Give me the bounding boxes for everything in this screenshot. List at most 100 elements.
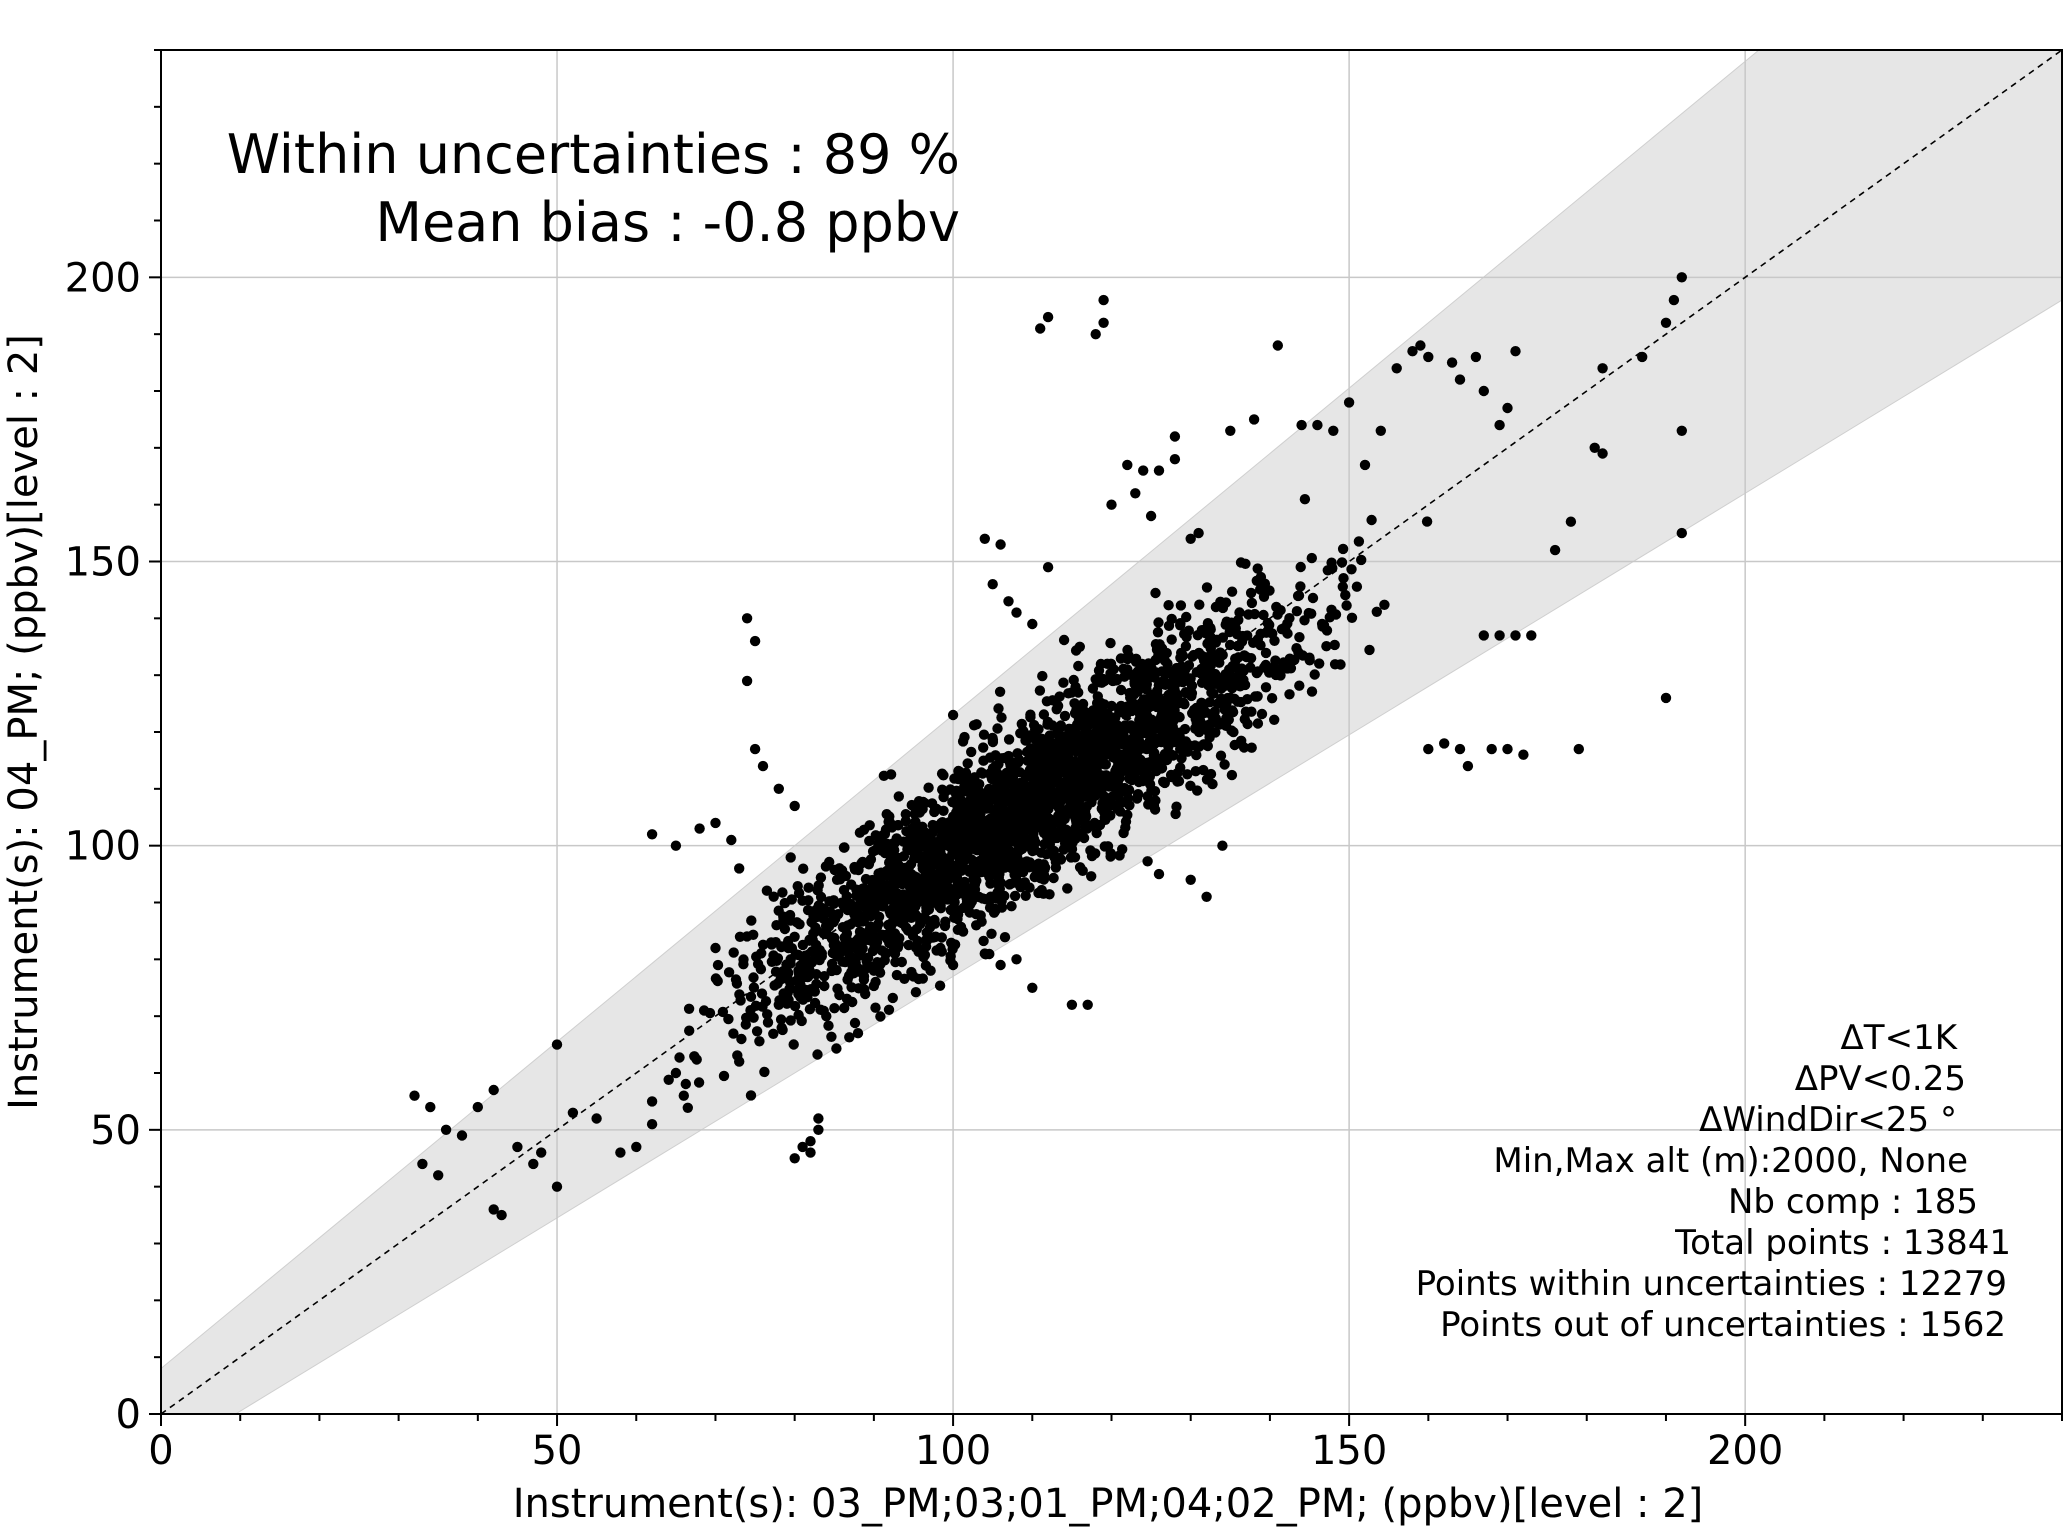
point bbox=[854, 943, 865, 954]
point bbox=[1259, 662, 1270, 673]
point bbox=[910, 987, 922, 998]
point bbox=[984, 902, 996, 913]
point bbox=[1201, 582, 1213, 593]
point bbox=[710, 973, 722, 984]
point bbox=[996, 902, 1008, 913]
point bbox=[1217, 602, 1229, 614]
point-outlier bbox=[409, 1090, 420, 1101]
point-outlier bbox=[916, 840, 927, 851]
point bbox=[1069, 804, 1081, 816]
point bbox=[1353, 536, 1365, 547]
point bbox=[949, 939, 961, 950]
point bbox=[1219, 759, 1230, 770]
point bbox=[1181, 631, 1192, 643]
point bbox=[1070, 832, 1081, 844]
point-outlier bbox=[1518, 749, 1529, 760]
point bbox=[1356, 554, 1367, 566]
summary-bias: Mean bias : -0.8 ppbv bbox=[375, 191, 960, 254]
point bbox=[1056, 762, 1068, 773]
point bbox=[1055, 720, 1067, 731]
point bbox=[1146, 667, 1157, 678]
point bbox=[1232, 696, 1244, 707]
point bbox=[962, 816, 974, 828]
point bbox=[994, 686, 1006, 697]
point bbox=[940, 916, 951, 927]
point bbox=[1371, 606, 1383, 617]
point-outlier bbox=[1668, 294, 1680, 306]
point-outlier bbox=[1676, 272, 1688, 283]
point-outlier bbox=[1035, 323, 1046, 334]
point bbox=[1294, 632, 1305, 643]
point bbox=[965, 793, 977, 805]
point bbox=[992, 723, 1003, 734]
point bbox=[999, 932, 1011, 943]
point bbox=[935, 877, 946, 888]
filter-line: Total points : 13841 bbox=[1674, 1223, 2011, 1263]
point bbox=[926, 798, 938, 809]
point-outlier bbox=[646, 1119, 658, 1130]
point bbox=[873, 868, 884, 879]
point bbox=[1260, 647, 1272, 659]
point bbox=[1029, 793, 1041, 805]
point-outlier bbox=[749, 635, 761, 647]
point bbox=[1321, 641, 1332, 652]
point bbox=[993, 703, 1004, 714]
point bbox=[916, 825, 927, 836]
point bbox=[1165, 769, 1177, 781]
point bbox=[1078, 832, 1090, 844]
point bbox=[1020, 890, 1031, 901]
point bbox=[923, 782, 934, 793]
point-outlier bbox=[987, 579, 998, 590]
point bbox=[1180, 662, 1191, 673]
filter-line: Nb comp : 185 bbox=[1728, 1182, 1978, 1222]
point-outlier bbox=[1328, 425, 1339, 436]
point bbox=[1159, 722, 1170, 734]
point bbox=[806, 957, 817, 968]
point-outlier bbox=[1082, 999, 1093, 1010]
point-outlier bbox=[551, 1181, 563, 1192]
point bbox=[949, 896, 960, 908]
point bbox=[913, 946, 924, 957]
point bbox=[967, 887, 979, 898]
point bbox=[1225, 620, 1236, 632]
point bbox=[1291, 606, 1303, 617]
point bbox=[971, 909, 982, 920]
point bbox=[748, 972, 759, 983]
point bbox=[837, 956, 848, 967]
point bbox=[854, 926, 866, 937]
point bbox=[1252, 718, 1264, 729]
point bbox=[912, 852, 924, 864]
point bbox=[1170, 808, 1181, 820]
point bbox=[1043, 776, 1054, 787]
point bbox=[1304, 655, 1315, 666]
point-outlier bbox=[631, 1141, 642, 1153]
point-outlier bbox=[1502, 743, 1513, 755]
point bbox=[1246, 597, 1258, 609]
point bbox=[1180, 641, 1192, 652]
point bbox=[841, 993, 853, 1004]
point bbox=[1150, 587, 1161, 599]
point bbox=[906, 912, 917, 923]
point-outlier bbox=[805, 1147, 816, 1158]
point bbox=[738, 959, 749, 970]
point-outlier bbox=[1660, 692, 1672, 704]
point bbox=[1155, 735, 1166, 747]
point bbox=[1050, 862, 1062, 873]
point-outlier bbox=[1391, 363, 1402, 374]
point bbox=[951, 872, 963, 884]
point bbox=[779, 897, 790, 909]
point bbox=[952, 801, 963, 813]
point-outlier bbox=[773, 783, 784, 794]
point bbox=[1234, 640, 1245, 651]
point bbox=[797, 972, 808, 984]
point-outlier bbox=[1510, 630, 1521, 641]
point-outlier bbox=[488, 1084, 499, 1096]
point-outlier bbox=[741, 675, 753, 687]
point bbox=[1095, 716, 1106, 728]
point-outlier bbox=[1470, 351, 1482, 363]
point bbox=[1124, 669, 1136, 680]
point-outlier bbox=[837, 942, 848, 954]
point-outlier bbox=[551, 1039, 563, 1050]
filter-line: ΔT<1K bbox=[1841, 1018, 1959, 1058]
point-outlier bbox=[947, 709, 959, 721]
